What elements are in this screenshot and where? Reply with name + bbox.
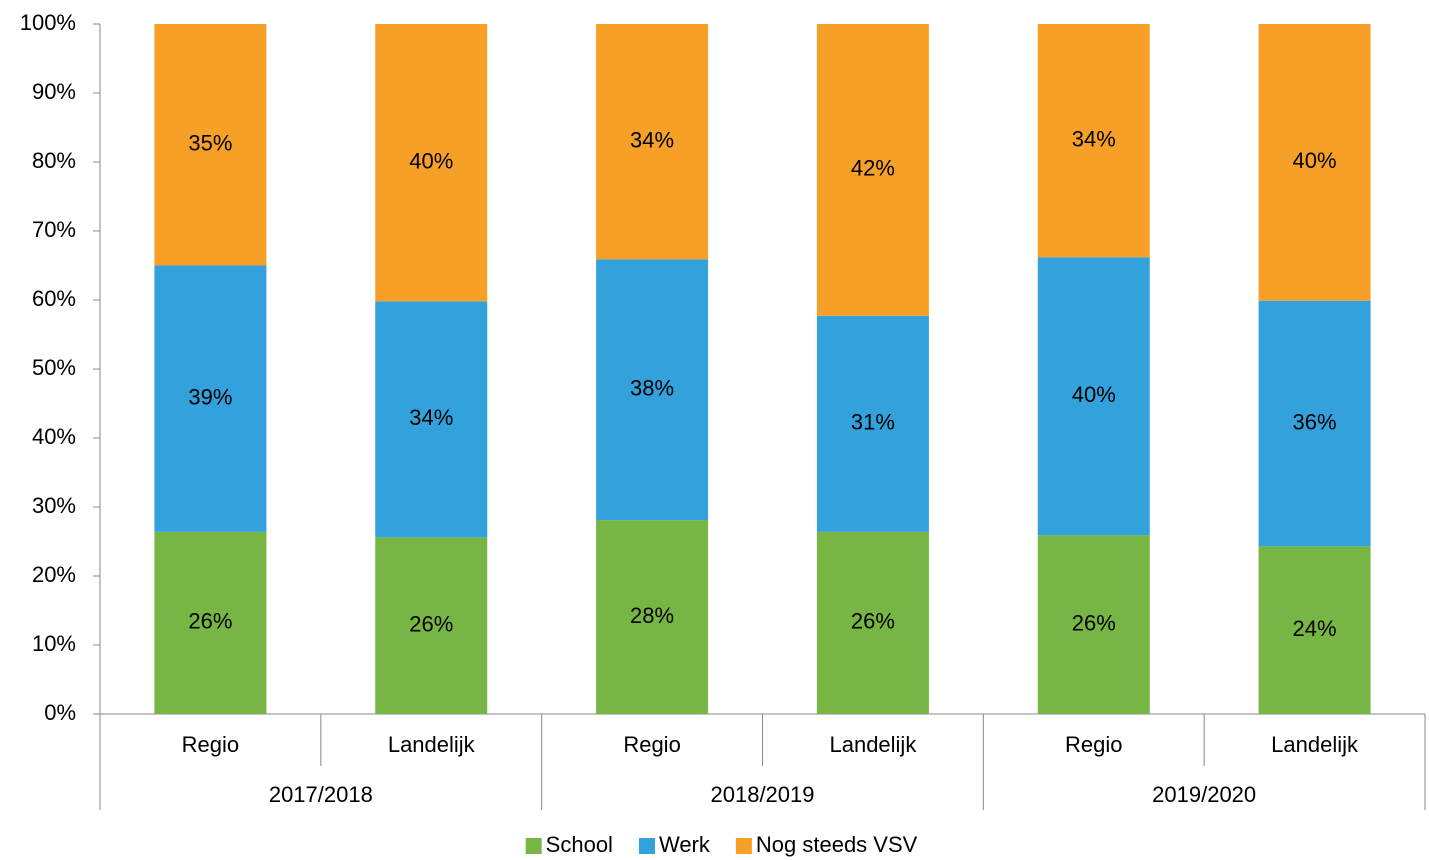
y-tick-label: 90% [32, 79, 76, 104]
data-label: 39% [188, 384, 232, 409]
x-tick-label: Regio [1065, 732, 1122, 757]
y-tick-label: 60% [32, 286, 76, 311]
y-tick-label: 40% [32, 424, 76, 449]
legend-swatch [638, 838, 655, 854]
data-label: 40% [1293, 148, 1337, 173]
bar-segment [1037, 535, 1150, 714]
bar-segment [596, 24, 709, 260]
bar-segment [1037, 257, 1150, 536]
x-tick-label: Landelijk [829, 732, 917, 757]
bar-segment [1258, 546, 1371, 714]
x-tick-label: Landelijk [388, 732, 476, 757]
data-label: 40% [409, 149, 453, 174]
bar-segment [154, 531, 267, 714]
y-tick-label: 0% [44, 700, 76, 725]
data-label: 26% [409, 611, 453, 636]
bar-segment [816, 24, 929, 316]
y-tick-label: 70% [32, 217, 76, 242]
data-label: 28% [630, 603, 674, 628]
data-label: 34% [409, 405, 453, 430]
bar-segment [816, 315, 929, 532]
bar-segment [1037, 24, 1150, 258]
y-tick-label: 30% [32, 493, 76, 518]
data-label: 35% [188, 131, 232, 156]
data-label: 34% [1072, 126, 1116, 151]
bar-segment [154, 265, 267, 532]
y-tick-label: 100% [20, 10, 76, 35]
bar-segment [596, 520, 709, 714]
legend-swatch [735, 838, 752, 854]
data-label: 38% [630, 376, 674, 401]
bar-segment [375, 301, 488, 538]
bar-segment [154, 24, 267, 266]
group-label: 2018/2019 [711, 782, 815, 807]
data-label: 42% [851, 156, 895, 181]
y-tick-label: 80% [32, 148, 76, 173]
group-label: 2017/2018 [269, 782, 373, 807]
x-tick-label: Regio [182, 732, 239, 757]
legend-swatch [525, 838, 542, 854]
bar-segment [375, 537, 488, 714]
data-label: 26% [851, 609, 895, 634]
bar-segment [375, 24, 488, 302]
y-tick-label: 10% [32, 631, 76, 656]
group-label: 2019/2020 [1152, 782, 1256, 807]
y-tick-label: 20% [32, 562, 76, 587]
bar-segment [596, 259, 709, 521]
data-label: 34% [630, 127, 674, 152]
data-label: 31% [851, 410, 895, 435]
x-tick-label: Regio [623, 732, 680, 757]
data-label: 26% [1072, 610, 1116, 635]
bar-segment [1258, 24, 1371, 301]
legend-label: Werk [659, 832, 711, 857]
data-label: 24% [1293, 616, 1337, 641]
y-tick-label: 50% [32, 355, 76, 380]
data-label: 40% [1072, 382, 1116, 407]
legend-label: Nog steeds VSV [756, 832, 918, 857]
bar-segment [816, 531, 929, 714]
bar-segment [1258, 300, 1371, 547]
data-label: 26% [188, 609, 232, 634]
legend-label: School [546, 832, 613, 857]
x-tick-label: Landelijk [1271, 732, 1359, 757]
data-label: 36% [1293, 409, 1337, 434]
